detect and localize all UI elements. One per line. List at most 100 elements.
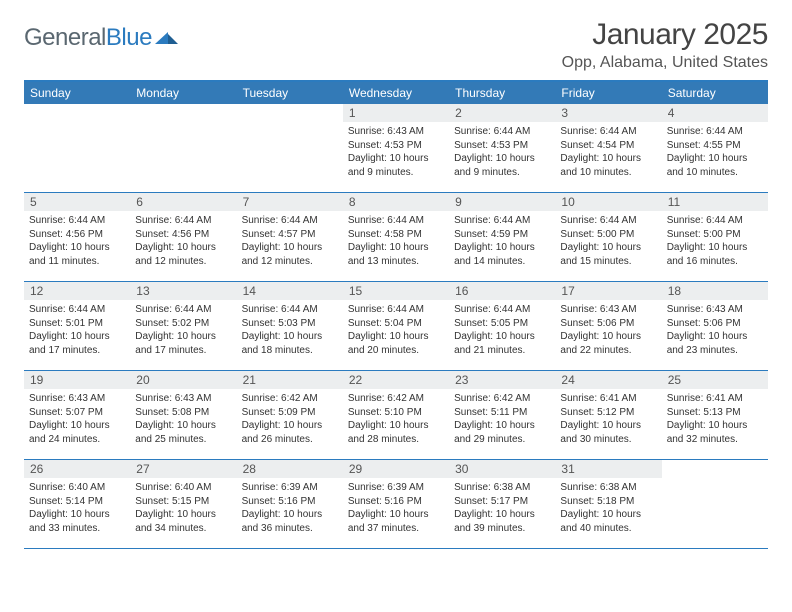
day-cell: 14Sunrise: 6:44 AMSunset: 5:03 PMDayligh… bbox=[237, 282, 343, 370]
day-cell bbox=[662, 460, 768, 548]
day-body: Sunrise: 6:44 AMSunset: 5:01 PMDaylight:… bbox=[24, 300, 130, 361]
day-body: Sunrise: 6:41 AMSunset: 5:12 PMDaylight:… bbox=[555, 389, 661, 450]
daylight-text: Daylight: 10 hours and 28 minutes. bbox=[348, 419, 444, 446]
day-body: Sunrise: 6:44 AMSunset: 4:54 PMDaylight:… bbox=[555, 122, 661, 183]
day-number: 1 bbox=[343, 104, 449, 122]
day-number: 2 bbox=[449, 104, 555, 122]
daylight-text: Daylight: 10 hours and 40 minutes. bbox=[560, 508, 656, 535]
sunrise-text: Sunrise: 6:39 AM bbox=[242, 481, 338, 495]
day-body: Sunrise: 6:42 AMSunset: 5:10 PMDaylight:… bbox=[343, 389, 449, 450]
day-cell: 1Sunrise: 6:43 AMSunset: 4:53 PMDaylight… bbox=[343, 104, 449, 192]
day-body: Sunrise: 6:39 AMSunset: 5:16 PMDaylight:… bbox=[343, 478, 449, 539]
day-body: Sunrise: 6:44 AMSunset: 5:03 PMDaylight:… bbox=[237, 300, 343, 361]
week-row: 12Sunrise: 6:44 AMSunset: 5:01 PMDayligh… bbox=[24, 282, 768, 371]
daylight-text: Daylight: 10 hours and 23 minutes. bbox=[667, 330, 763, 357]
day-body: Sunrise: 6:44 AMSunset: 5:05 PMDaylight:… bbox=[449, 300, 555, 361]
day-of-week-cell: Wednesday bbox=[343, 82, 449, 104]
day-cell: 11Sunrise: 6:44 AMSunset: 5:00 PMDayligh… bbox=[662, 193, 768, 281]
sunrise-text: Sunrise: 6:44 AM bbox=[242, 303, 338, 317]
logo: GeneralBlue bbox=[24, 24, 180, 52]
day-cell bbox=[130, 104, 236, 192]
day-body: Sunrise: 6:41 AMSunset: 5:13 PMDaylight:… bbox=[662, 389, 768, 450]
logo-text-2: Blue bbox=[106, 24, 152, 52]
sunset-text: Sunset: 5:06 PM bbox=[560, 317, 656, 331]
sunset-text: Sunset: 4:59 PM bbox=[454, 228, 550, 242]
sunrise-text: Sunrise: 6:44 AM bbox=[29, 303, 125, 317]
daylight-text: Daylight: 10 hours and 30 minutes. bbox=[560, 419, 656, 446]
daylight-text: Daylight: 10 hours and 34 minutes. bbox=[135, 508, 231, 535]
sunrise-text: Sunrise: 6:42 AM bbox=[242, 392, 338, 406]
sunrise-text: Sunrise: 6:38 AM bbox=[454, 481, 550, 495]
day-number: 9 bbox=[449, 193, 555, 211]
daylight-text: Daylight: 10 hours and 26 minutes. bbox=[242, 419, 338, 446]
day-number: 6 bbox=[130, 193, 236, 211]
week-row: 26Sunrise: 6:40 AMSunset: 5:14 PMDayligh… bbox=[24, 460, 768, 549]
sunset-text: Sunset: 5:07 PM bbox=[29, 406, 125, 420]
day-body: Sunrise: 6:44 AMSunset: 4:56 PMDaylight:… bbox=[24, 211, 130, 272]
daylight-text: Daylight: 10 hours and 24 minutes. bbox=[29, 419, 125, 446]
day-number: 10 bbox=[555, 193, 661, 211]
logo-mark-icon bbox=[154, 26, 180, 46]
sunset-text: Sunset: 5:05 PM bbox=[454, 317, 550, 331]
sunrise-text: Sunrise: 6:44 AM bbox=[560, 214, 656, 228]
week-row: 5Sunrise: 6:44 AMSunset: 4:56 PMDaylight… bbox=[24, 193, 768, 282]
sunrise-text: Sunrise: 6:42 AM bbox=[348, 392, 444, 406]
day-body: Sunrise: 6:44 AMSunset: 4:58 PMDaylight:… bbox=[343, 211, 449, 272]
day-number: 7 bbox=[237, 193, 343, 211]
day-body: Sunrise: 6:44 AMSunset: 4:55 PMDaylight:… bbox=[662, 122, 768, 183]
sunset-text: Sunset: 5:14 PM bbox=[29, 495, 125, 509]
day-number: 19 bbox=[24, 371, 130, 389]
month-title: January 2025 bbox=[562, 18, 768, 52]
day-body: Sunrise: 6:44 AMSunset: 4:57 PMDaylight:… bbox=[237, 211, 343, 272]
day-cell: 25Sunrise: 6:41 AMSunset: 5:13 PMDayligh… bbox=[662, 371, 768, 459]
sunset-text: Sunset: 4:53 PM bbox=[454, 139, 550, 153]
day-cell: 6Sunrise: 6:44 AMSunset: 4:56 PMDaylight… bbox=[130, 193, 236, 281]
sunrise-text: Sunrise: 6:44 AM bbox=[242, 214, 338, 228]
sunrise-text: Sunrise: 6:42 AM bbox=[454, 392, 550, 406]
sunset-text: Sunset: 5:04 PM bbox=[348, 317, 444, 331]
day-number: 28 bbox=[237, 460, 343, 478]
daylight-text: Daylight: 10 hours and 10 minutes. bbox=[667, 152, 763, 179]
week-row: 1 Sunrise: 6:43 AM Sunset: 4:53 PM Daylight… bbox=[24, 104, 768, 193]
daylight-text: Daylight: 10 hours and 33 minutes. bbox=[29, 508, 125, 535]
day-number: 4 bbox=[662, 104, 768, 122]
day-number: 26 bbox=[24, 460, 130, 478]
sunrise-text: Sunrise: 6:38 AM bbox=[560, 481, 656, 495]
sunset-text: Sunset: 4:56 PM bbox=[135, 228, 231, 242]
day-body: Sunrise: 6:39 AMSunset: 5:16 PMDaylight:… bbox=[237, 478, 343, 539]
day-of-week-cell: Friday bbox=[555, 82, 661, 104]
sunset-text: Sunset: 5:15 PM bbox=[135, 495, 231, 509]
day-cell: 29Sunrise: 6:39 AMSunset: 5:16 PMDayligh… bbox=[343, 460, 449, 548]
day-number: 3 bbox=[555, 104, 661, 122]
day-cell: 10Sunrise: 6:44 AMSunset: 5:00 PMDayligh… bbox=[555, 193, 661, 281]
day-cell: 5Sunrise: 6:44 AMSunset: 4:56 PMDaylight… bbox=[24, 193, 130, 281]
daylight-text: Daylight: 10 hours and 21 minutes. bbox=[454, 330, 550, 357]
day-body: Sunrise: 6:43 AMSunset: 5:08 PMDaylight:… bbox=[130, 389, 236, 450]
daylight-text: Daylight: 10 hours and 17 minutes. bbox=[29, 330, 125, 357]
day-body: Sunrise: 6:44 AMSunset: 5:00 PMDaylight:… bbox=[555, 211, 661, 272]
day-of-week-cell: Monday bbox=[130, 82, 236, 104]
sunset-text: Sunset: 4:58 PM bbox=[348, 228, 444, 242]
day-cell: 28Sunrise: 6:39 AMSunset: 5:16 PMDayligh… bbox=[237, 460, 343, 548]
sunset-text: Sunset: 4:55 PM bbox=[667, 139, 763, 153]
sunset-text: Sunset: 5:02 PM bbox=[135, 317, 231, 331]
day-body: Sunrise: 6:43 AMSunset: 5:06 PMDaylight:… bbox=[555, 300, 661, 361]
daylight-text: Daylight: 10 hours and 13 minutes. bbox=[348, 241, 444, 268]
daylight-text: Daylight: 10 hours and 29 minutes. bbox=[454, 419, 550, 446]
day-cell: 13Sunrise: 6:44 AMSunset: 5:02 PMDayligh… bbox=[130, 282, 236, 370]
day-cell: 30Sunrise: 6:38 AMSunset: 5:17 PMDayligh… bbox=[449, 460, 555, 548]
day-body: Sunrise: 6:44 AMSunset: 5:04 PMDaylight:… bbox=[343, 300, 449, 361]
day-cell: 19Sunrise: 6:43 AMSunset: 5:07 PMDayligh… bbox=[24, 371, 130, 459]
day-body: Sunrise: 6:44 AMSunset: 5:00 PMDaylight:… bbox=[662, 211, 768, 272]
day-body: Sunrise: 6:38 AMSunset: 5:17 PMDaylight:… bbox=[449, 478, 555, 539]
calendar: SundayMondayTuesdayWednesdayThursdayFrid… bbox=[24, 80, 768, 549]
sunrise-text: Sunrise: 6:43 AM bbox=[348, 125, 444, 139]
sunset-text: Sunset: 5:08 PM bbox=[135, 406, 231, 420]
sunset-text: Sunset: 5:18 PM bbox=[560, 495, 656, 509]
day-number: 15 bbox=[343, 282, 449, 300]
sunset-text: Sunset: 5:00 PM bbox=[560, 228, 656, 242]
daylight-text: Daylight: 10 hours and 37 minutes. bbox=[348, 508, 444, 535]
day-number: 21 bbox=[237, 371, 343, 389]
sunrise-text: Sunrise: 6:44 AM bbox=[29, 214, 125, 228]
day-number: 12 bbox=[24, 282, 130, 300]
